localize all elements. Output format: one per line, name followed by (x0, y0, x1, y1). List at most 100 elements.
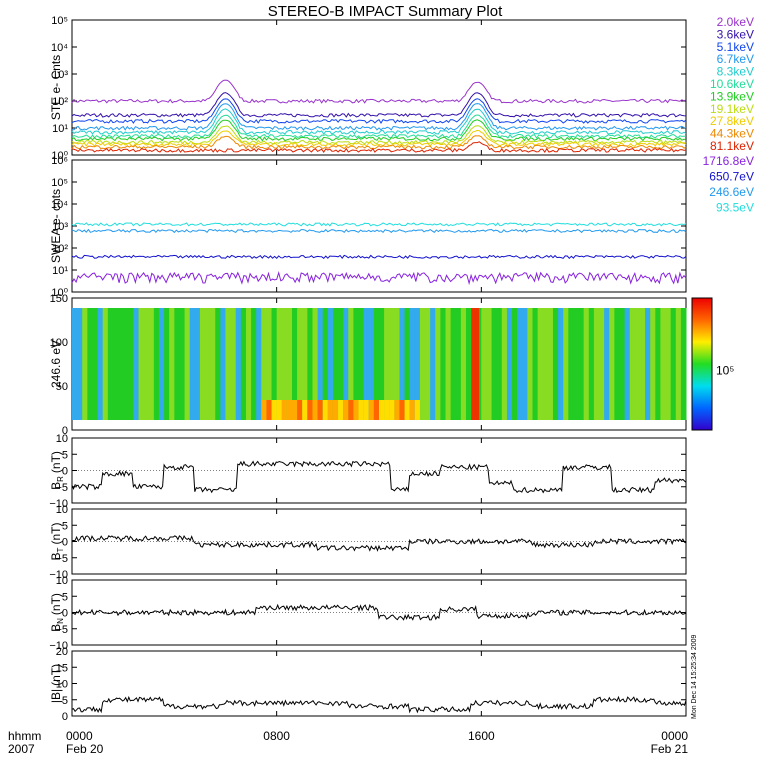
heatmap-cell (593, 308, 600, 420)
y-axis-label: BT(nT) (49, 523, 65, 561)
heatmap-cell (563, 308, 569, 420)
heatmap-cell (107, 308, 114, 420)
heatmap-cell (379, 400, 385, 420)
heatmap-cell (343, 400, 349, 420)
y-axis-label-unit: (nT) (49, 451, 63, 473)
heatmap-cell (317, 308, 324, 420)
heatmap-cell (332, 400, 339, 420)
y-tick-label: 10⁵ (51, 15, 68, 27)
y-tick-label: 0 (62, 711, 68, 723)
panel-frame (71, 159, 687, 293)
heatmap-cell (665, 308, 672, 420)
heatmap-cell (414, 400, 421, 420)
y-tick-label: 10⁶ (51, 155, 68, 167)
heatmap-cell (435, 308, 441, 420)
time-axis-label: hhmm (8, 729, 41, 743)
heatmap-cell (634, 308, 641, 420)
y-tick-label: 5 (62, 591, 68, 603)
y-tick-label: −10 (49, 498, 68, 510)
heatmap-cell (578, 308, 585, 420)
heatmap-cell (389, 308, 395, 420)
legend-entry-19.1keV: 19.1keV (710, 102, 754, 116)
heatmap-cell (568, 308, 574, 420)
y-tick-label: 0 (62, 425, 68, 437)
heatmap-cell (205, 308, 211, 420)
heatmap-cell (327, 308, 334, 420)
heatmap-cell (281, 308, 288, 420)
y-axis-label: BN(nT) (49, 593, 65, 632)
heatmap-cell (307, 308, 313, 420)
heatmap-cell (225, 308, 232, 420)
heatmap-cell (404, 308, 411, 420)
y-tick-label: 10³ (52, 221, 68, 233)
x-tick-date: Feb 21 (651, 742, 689, 756)
heatmap-cell (639, 308, 646, 420)
heatmap-cell (92, 308, 99, 420)
heatmap-cell (189, 308, 196, 420)
heatmap-cell (143, 308, 150, 420)
x-tick-label: 0000 (661, 729, 688, 743)
heatmap-cell (102, 308, 109, 420)
panel-frame (71, 579, 687, 646)
heatmap-cell (394, 308, 400, 420)
y-tick-label: 10⁰ (51, 287, 68, 299)
y-tick-label: −5 (55, 624, 68, 636)
y-tick-label: 10⁵ (51, 177, 68, 189)
heatmap-cell (286, 400, 293, 420)
heatmap-cell (138, 308, 145, 420)
panel-bmag: 0 5 10 15 20 |B|(nT) (49, 646, 687, 723)
y-axis-label: STE e- Cnts (49, 55, 63, 120)
heatmap-cell (184, 308, 191, 420)
heatmap-cell (655, 308, 661, 420)
heatmap-cell (558, 308, 564, 420)
legend-entry-10.6keV: 10.6keV (710, 77, 754, 91)
heatmap-cell (645, 308, 651, 420)
year-label: 2007 (8, 742, 35, 756)
y-tick-label: 10¹ (52, 123, 68, 135)
y-tick-label: 10 (56, 433, 68, 445)
heatmap-cell (169, 308, 175, 420)
heatmap-cell (373, 308, 380, 420)
heatmap-cell (368, 308, 375, 420)
heatmap-cell (512, 308, 518, 420)
heatmap-cell (276, 400, 283, 420)
heatmap-cell (297, 308, 303, 420)
heatmap-cell (266, 308, 273, 420)
legend-entry-13.9keV: 13.9keV (710, 89, 754, 103)
y-axis-label: 246.6 eV (49, 340, 63, 388)
heatmap-cell (496, 308, 503, 420)
heatmap-cell (445, 308, 452, 420)
heatmap-cell (604, 308, 610, 420)
heatmap-cell (266, 400, 273, 420)
trace-line-bt (71, 535, 687, 552)
heatmap-cell (527, 308, 533, 420)
heatmap-cell (332, 308, 339, 420)
y-axis-label: |B|(nT) (49, 664, 63, 703)
heatmap-cell (77, 308, 83, 420)
legend-entry-1716.8eV: 1716.8eV (703, 154, 754, 168)
heatmap-cell (542, 308, 549, 420)
heatmap-cell (358, 400, 365, 420)
timestamp: Mon Dec 14 15:25:34 2009 (691, 634, 698, 719)
heatmap-cell (307, 400, 313, 420)
panel-ste: 10⁰ 10¹ 10² 10³ 10⁴ 10⁵ STE e- Cnts 2.0keV3.6ke… (49, 15, 754, 162)
heatmap-cell (430, 308, 436, 420)
heatmap-cell (537, 308, 544, 420)
heatmap-cell (353, 400, 360, 420)
heatmap-cell (384, 308, 390, 420)
heatmap-cell (348, 400, 354, 420)
heatmap-cell (624, 308, 631, 420)
heatmap-cell (419, 308, 426, 420)
series-line-44.3keV (71, 135, 687, 150)
y-tick-label: 15 (56, 662, 68, 674)
series-line-1716.8eV (71, 270, 687, 286)
legend-entry-81.1keV: 81.1keV (710, 139, 754, 153)
heatmap-cell (179, 308, 186, 420)
heatmap-cell (517, 308, 523, 420)
y-tick-label: 10⁴ (51, 199, 68, 211)
x-tick-label: 0000 (66, 729, 93, 743)
heatmap-cell (486, 308, 493, 420)
